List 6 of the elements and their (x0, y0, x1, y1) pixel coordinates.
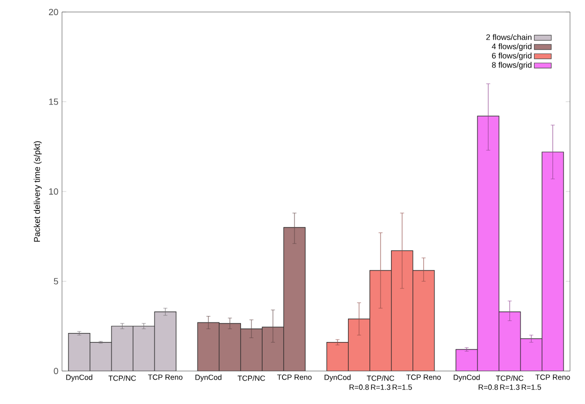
y-tick-label: 5 (54, 278, 58, 284)
y-tick-label: 0 (54, 368, 58, 374)
y-tick-label: 10 (49, 188, 58, 195)
y-axis-title: Packet delivery time (s/pkt) (34, 141, 42, 242)
y-tick-label: 20 (48, 8, 58, 16)
y-tick-label: 15 (49, 98, 58, 105)
